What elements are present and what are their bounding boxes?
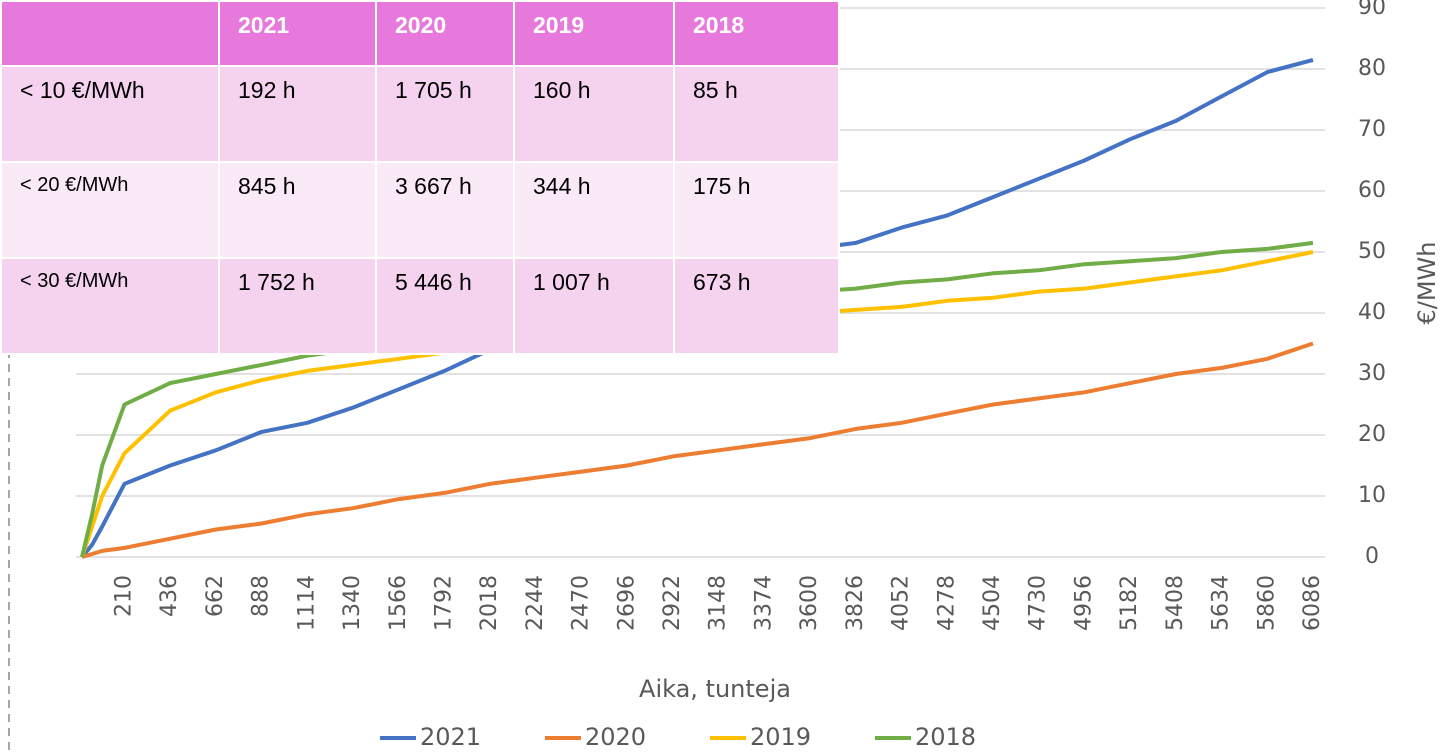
x-tick-label: 5860 [1254,575,1279,631]
x-tick-label: 3148 [706,575,731,631]
x-axis-title: Aika, tunteja [639,675,791,703]
x-tick-label: 4956 [1071,575,1096,631]
x-tick-label: 1792 [431,575,456,631]
x-tick-label: 1114 [294,575,319,631]
x-tick-label: 2244 [523,575,548,631]
table-cell: < 30 €/MWh [0,257,220,355]
y-tick-label: 80 [1358,56,1386,81]
table-cell: 845 h [218,161,377,259]
header-cell: 2021 [218,0,377,67]
y-tick-label: 90 [1358,0,1386,20]
table-cell: 673 h [673,257,840,355]
table-cell: 175 h [673,161,840,259]
x-tick-label: 5182 [1117,575,1142,631]
y-tick-label: 0 [1365,544,1379,569]
x-tick-label: 3600 [797,575,822,631]
x-tick-label: 2018 [477,575,502,631]
x-tick-label: 2696 [614,575,639,631]
x-tick-label: 6086 [1300,575,1325,631]
y-axis-title: €/MWh [1413,241,1441,324]
x-tick-label: 2922 [660,575,685,631]
x-tick-label: 888 [249,575,274,617]
table-cell: 192 h [218,65,377,163]
legend-label: 2020 [585,723,646,751]
header-cell [0,0,220,67]
table-cell: 1 007 h [513,257,675,355]
legend-label: 2019 [750,723,811,751]
legend-label: 2018 [915,723,976,751]
table-cell: 5 446 h [375,257,515,355]
x-tick-label: 4504 [980,575,1005,631]
data-line [81,341,1314,559]
x-tick-label: 1566 [386,575,411,631]
x-tick-label: 4052 [889,575,914,631]
table-cell: 1 752 h [218,257,377,355]
y-tick-label: 60 [1358,178,1386,203]
x-tick-label: 1340 [340,575,365,631]
y-tick-label: 20 [1358,422,1386,447]
y-tick-label: 40 [1358,300,1386,325]
table-cell: 160 h [513,65,675,163]
x-tick-label: 2470 [569,575,594,631]
table-cell: < 10 €/MWh [0,65,220,163]
table-cell: 1 705 h [375,65,515,163]
x-tick-label: 3826 [843,575,868,631]
y-tick-label: 50 [1358,239,1386,264]
header-cell: 2019 [513,0,675,67]
legend-label: 2021 [420,723,481,751]
table-cell: < 20 €/MWh [0,161,220,259]
y-tick-label: 70 [1358,117,1386,142]
x-tick-label: 3374 [751,575,776,631]
header-cell: 2020 [375,0,515,67]
y-tick-label: 10 [1358,483,1386,508]
x-tick-label: 4278 [934,575,959,631]
x-tick-label: 210 [111,575,136,617]
x-tick-label: 662 [203,575,228,617]
x-tick-label: 4730 [1026,575,1051,631]
table-cell: 85 h [673,65,840,163]
y-tick-label: 30 [1358,361,1386,386]
header-cell: 2018 [673,0,840,67]
table-header: 2021 2020 2019 2018 [0,0,840,67]
x-tick-label: 436 [157,575,182,617]
x-tick-label: 5634 [1209,575,1234,631]
table-cell: 344 h [513,161,675,259]
table-cell: 3 667 h [375,161,515,259]
x-tick-label: 5408 [1163,575,1188,631]
